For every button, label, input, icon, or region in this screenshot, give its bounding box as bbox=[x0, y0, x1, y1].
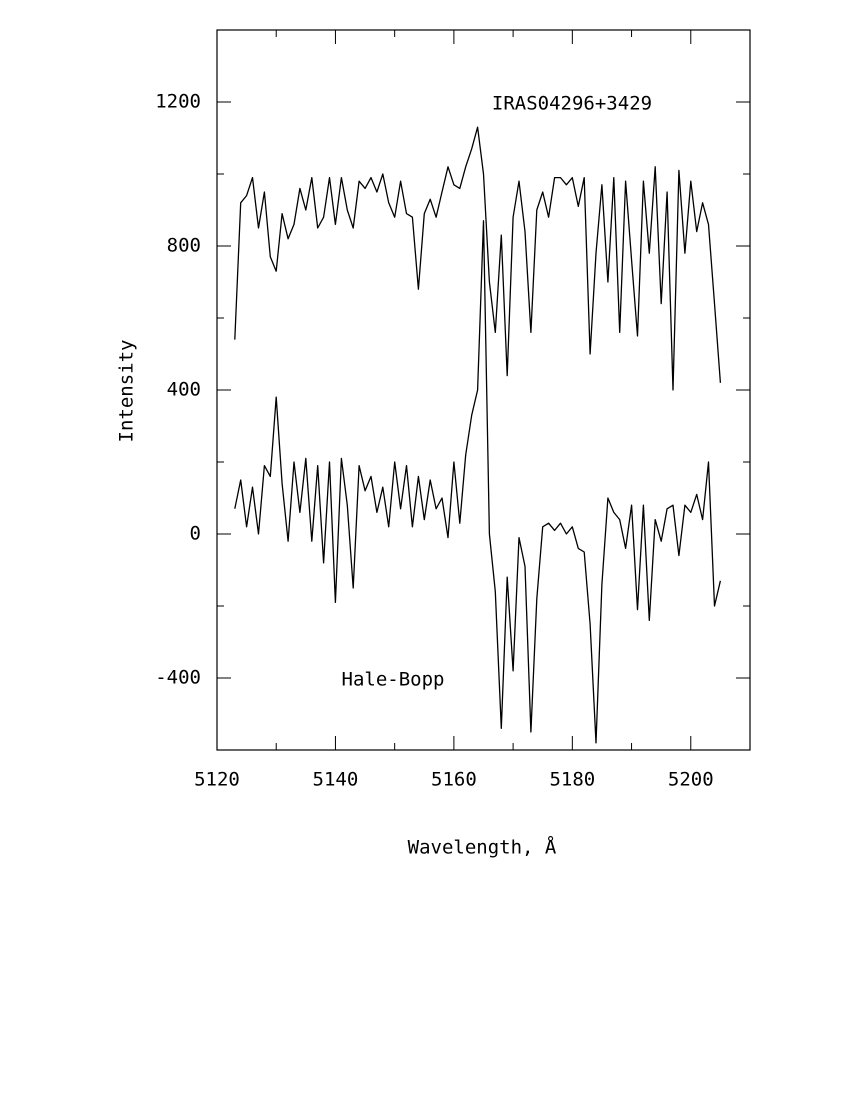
spectrum-line bbox=[234, 126, 722, 391]
y-tick-label: 0 bbox=[190, 523, 201, 545]
y-tick-label: 1200 bbox=[155, 91, 201, 113]
y-tick-label: -400 bbox=[155, 667, 201, 689]
x-tick-label: 5120 bbox=[194, 769, 240, 791]
spectrum-line bbox=[234, 220, 722, 744]
annotation: IRAS04296+3429 bbox=[492, 93, 652, 115]
y-tick-label: 400 bbox=[167, 379, 201, 401]
x-tick-label: 5200 bbox=[668, 769, 714, 791]
x-tick-label: 5140 bbox=[313, 769, 359, 791]
x-tick-label: 5180 bbox=[549, 769, 595, 791]
y-tick-label: 800 bbox=[167, 235, 201, 257]
y-axis-label: Intensity bbox=[116, 340, 138, 443]
x-axis-label: Wavelength, Å bbox=[408, 836, 557, 859]
x-tick-label: 5160 bbox=[431, 769, 477, 791]
annotation: Hale-Bopp bbox=[342, 669, 445, 691]
plot-frame bbox=[216, 29, 751, 751]
